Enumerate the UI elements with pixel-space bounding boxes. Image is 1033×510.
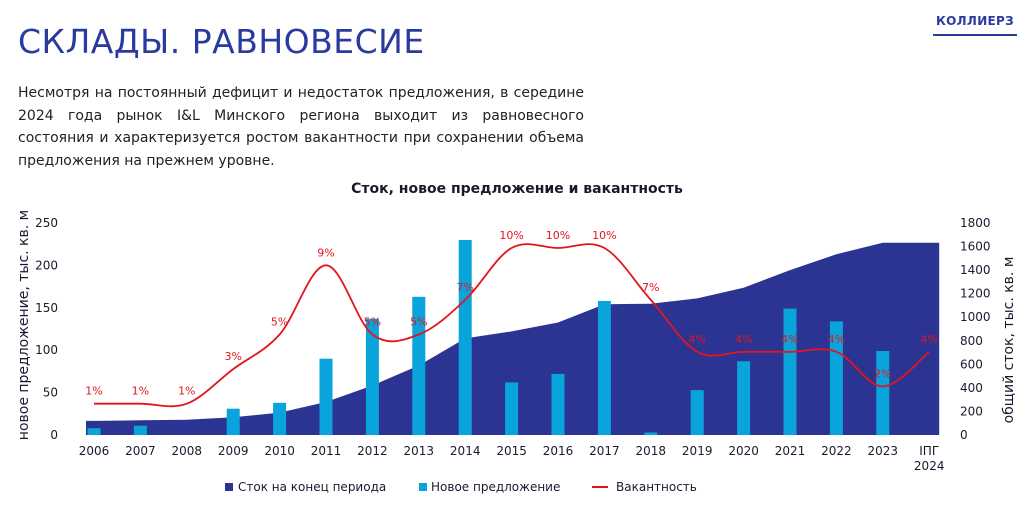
y-right-tick-label: 400 <box>960 381 983 395</box>
x-tick-label: 2012 <box>357 444 388 458</box>
new-supply-bar-2019 <box>690 390 704 435</box>
y-axis-right-ticks: 0 200 400 600 800 1000 1200 1400 1600 1800 <box>960 216 991 442</box>
legend-new-supply-swatch <box>419 483 427 491</box>
y-left-tick-label: 0 <box>50 428 58 442</box>
new-supply-bar-2022 <box>829 321 843 435</box>
y-axis-left-ticks: 0 50 100 150 200 250 <box>35 216 58 442</box>
vacancy-line <box>93 243 930 408</box>
x-axis-ticks: 2006 2007 2008 2009 2010 2011 2012 2013 2014 2015… <box>79 444 945 473</box>
new-supply-bar-2014 <box>458 240 472 435</box>
new-supply-bar-2007 <box>133 425 147 435</box>
y-right-tick-label: 800 <box>960 334 983 348</box>
x-tick-label: 2021 <box>775 444 806 458</box>
vacancy-label: 5% <box>364 316 381 329</box>
vacancy-label: 10% <box>592 229 616 242</box>
x-tick-label: 2020 <box>728 444 759 458</box>
vacancy-label: 1% <box>132 385 149 398</box>
legend-stock-label: Сток на конец периода <box>238 480 386 494</box>
y-left-tick-label: 200 <box>35 258 58 272</box>
x-tick-label: 2007 <box>125 444 156 458</box>
x-tick-label: 2022 <box>821 444 852 458</box>
x-tick-label: 2011 <box>311 444 342 458</box>
legend-new-supply-label: Новое предложение <box>431 480 560 494</box>
vacancy-label: 4% <box>688 333 705 346</box>
y-right-tick-label: 1600 <box>960 240 991 254</box>
new-supply-bar-2013 <box>412 296 426 435</box>
vacancy-label: 3% <box>224 350 241 363</box>
legend-stock-swatch <box>225 483 233 491</box>
new-supply-bar-2018 <box>644 432 658 435</box>
y-left-tick-label: 150 <box>35 301 58 315</box>
vacancy-label: 1% <box>178 385 195 398</box>
new-supply-bar-2012 <box>365 318 379 435</box>
x-tick-label: 2018 <box>636 444 667 458</box>
page-title: СКЛАДЫ. РАВНОВЕСИЕ <box>18 22 425 61</box>
y-right-tick-label: 1000 <box>960 310 991 324</box>
x-tick-label: 2023 <box>868 444 899 458</box>
new-supply-bar-2011 <box>319 358 333 435</box>
new-supply-bar-2006 <box>87 428 101 435</box>
y-right-tick-label: 1400 <box>960 263 991 277</box>
vacancy-label: 4% <box>781 333 798 346</box>
vacancy-label: 7% <box>642 281 659 294</box>
new-supply-bar-2016 <box>551 373 565 435</box>
new-supply-bar-2015 <box>505 382 519 435</box>
y-axis-right-label: общий сток, тыс. кв. м <box>1001 257 1017 424</box>
new-supply-bars <box>87 240 890 435</box>
x-tick-label: 2010 <box>264 444 295 458</box>
vacancy-label: 4% <box>735 333 752 346</box>
x-tick-label: 2009 <box>218 444 249 458</box>
intro-paragraph: Несмотря на постоянный дефицит и недоста… <box>18 85 584 169</box>
x-tick-label: 2019 <box>682 444 713 458</box>
legend-vacancy-label: Вакантность <box>616 480 697 494</box>
y-left-tick-label: 250 <box>35 216 58 230</box>
y-right-tick-label: 0 <box>960 428 968 442</box>
new-supply-bar-2023 <box>876 351 890 435</box>
x-tick-label: IПГ 2024 <box>914 444 945 473</box>
vacancy-label: 4% <box>828 333 845 346</box>
x-tick-label: 2016 <box>543 444 574 458</box>
vacancy-label: 5% <box>271 316 288 329</box>
x-tick-label: 2013 <box>404 444 435 458</box>
x-tick-label: 2014 <box>450 444 481 458</box>
x-tick-label: 2015 <box>496 444 527 458</box>
new-supply-bar-2010 <box>273 402 287 435</box>
vacancy-line-series <box>93 243 930 408</box>
chart-legend: Сток на конец периода Новое предложение Ва… <box>225 480 697 494</box>
x-tick-label: 2008 <box>172 444 203 458</box>
vacancy-data-labels: 1% 1% 1% 3% 5% 9% 5% 5% 7% 10% 10% 10% 7% 4% 4% 4% 4% 2% 4… <box>85 229 938 398</box>
vacancy-label: 7% <box>456 281 473 294</box>
y-axis-left-label: новое предложение, тыс. кв. м <box>16 210 32 440</box>
vacancy-label: 10% <box>546 229 570 242</box>
stock-area <box>86 242 940 435</box>
y-right-tick-label: 1200 <box>960 287 991 301</box>
vacancy-label: 2% <box>874 367 891 380</box>
y-right-tick-label: 1800 <box>960 216 991 230</box>
chart-title: Сток, новое предложение и вакантность <box>351 181 683 197</box>
vacancy-label: 4% <box>920 333 937 346</box>
vacancy-label: 1% <box>85 385 102 398</box>
vacancy-label: 5% <box>410 316 427 329</box>
x-tick-label: 2017 <box>589 444 620 458</box>
new-supply-bar-2017 <box>597 301 611 435</box>
y-left-tick-label: 50 <box>43 386 58 400</box>
vacancy-label: 9% <box>317 246 334 259</box>
new-supply-bar-2021 <box>783 308 797 435</box>
x-tick-label: 2006 <box>79 444 110 458</box>
y-left-tick-label: 100 <box>35 343 58 357</box>
new-supply-bar-2020 <box>737 361 751 435</box>
stock-area-series <box>86 242 940 435</box>
company-logo: КОЛЛИЕРЗ <box>933 10 1017 36</box>
new-supply-bar-2009 <box>226 408 240 435</box>
y-right-tick-label: 600 <box>960 357 983 371</box>
vacancy-label: 10% <box>499 229 523 242</box>
y-right-tick-label: 200 <box>960 404 983 418</box>
